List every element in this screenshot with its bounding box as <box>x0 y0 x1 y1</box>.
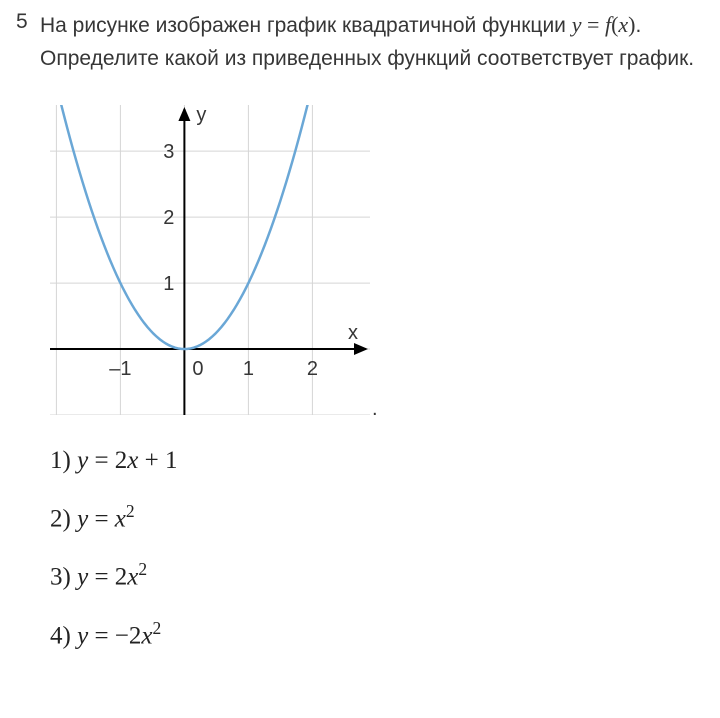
svg-text:–1: –1 <box>109 358 131 380</box>
option-3-label: 3) <box>50 564 71 591</box>
question-text-before: На рисунке изображен график квадратичной… <box>40 14 572 37</box>
option-1-label: 1) <box>50 447 71 474</box>
option-2: 2) y = x2 <box>50 501 700 533</box>
svg-text:2: 2 <box>307 358 318 380</box>
svg-text:2: 2 <box>163 207 174 229</box>
svg-text:1: 1 <box>243 358 254 380</box>
question-number: 5 <box>16 8 40 75</box>
question-equation: y = f(x) <box>572 12 636 37</box>
option-4-label: 4) <box>50 622 71 649</box>
option-4: 4) y = −2x2 <box>50 618 700 650</box>
svg-text:y: y <box>196 105 206 126</box>
option-3: 3) y = 2x2 <box>50 559 700 591</box>
parabola-chart: –1 0 1 2 1 2 3 y x <box>50 105 370 415</box>
answer-options: 1) y = 2x + 1 2) y = x2 3) y = 2x2 4) y … <box>50 447 700 650</box>
chart-period: . <box>372 398 378 420</box>
option-2-label: 2) <box>50 505 71 532</box>
svg-text:1: 1 <box>163 273 174 295</box>
option-1: 1) y = 2x + 1 <box>50 447 700 475</box>
svg-text:3: 3 <box>163 141 174 163</box>
question-text: На рисунке изображен график квадратичной… <box>40 8 700 75</box>
svg-text:x: x <box>348 322 358 344</box>
svg-text:0: 0 <box>192 358 203 380</box>
